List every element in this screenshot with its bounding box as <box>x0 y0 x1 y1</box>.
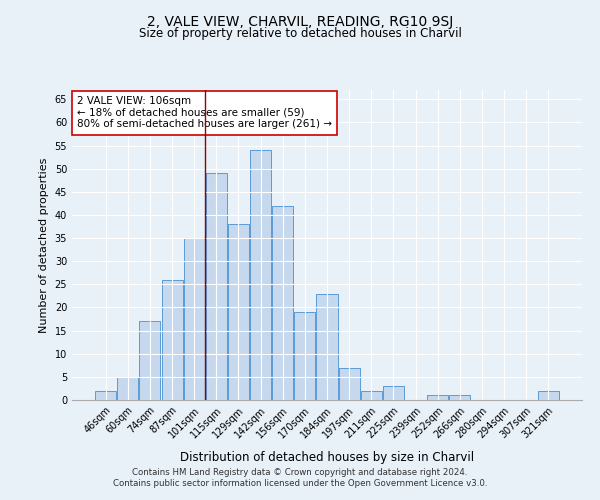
Bar <box>449 396 470 400</box>
Bar <box>295 312 316 400</box>
Bar <box>250 150 271 400</box>
Text: Contains HM Land Registry data © Crown copyright and database right 2024.
Contai: Contains HM Land Registry data © Crown c… <box>113 468 487 487</box>
Text: Size of property relative to detached houses in Charvil: Size of property relative to detached ho… <box>139 28 461 40</box>
Text: 2 VALE VIEW: 106sqm
← 18% of detached houses are smaller (59)
80% of semi-detach: 2 VALE VIEW: 106sqm ← 18% of detached ho… <box>77 96 332 130</box>
Bar <box>184 238 205 400</box>
Bar <box>316 294 338 400</box>
Bar <box>139 322 160 400</box>
Bar <box>206 174 227 400</box>
Bar <box>118 377 139 400</box>
Bar <box>361 390 382 400</box>
Bar <box>228 224 249 400</box>
Bar <box>161 280 182 400</box>
Text: 2, VALE VIEW, CHARVIL, READING, RG10 9SJ: 2, VALE VIEW, CHARVIL, READING, RG10 9SJ <box>147 15 453 29</box>
Bar <box>272 206 293 400</box>
Bar <box>95 390 116 400</box>
Bar <box>538 390 559 400</box>
X-axis label: Distribution of detached houses by size in Charvil: Distribution of detached houses by size … <box>180 451 474 464</box>
Bar <box>427 396 448 400</box>
Bar <box>338 368 359 400</box>
Y-axis label: Number of detached properties: Number of detached properties <box>39 158 49 332</box>
Bar <box>383 386 404 400</box>
